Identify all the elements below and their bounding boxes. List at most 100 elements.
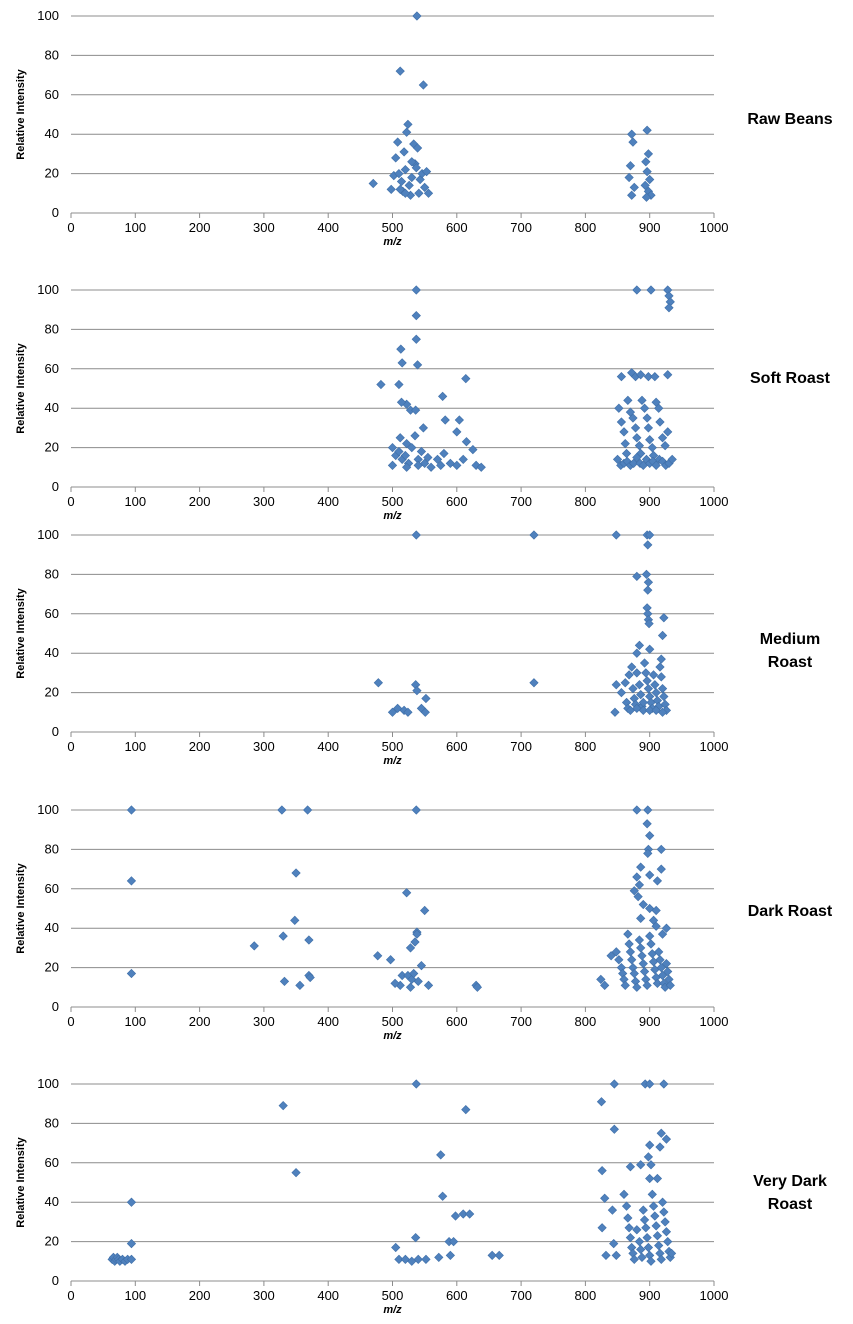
data-point	[394, 1254, 404, 1264]
data-point	[126, 805, 137, 815]
data-point	[458, 1209, 468, 1219]
x-tick-label: 700	[510, 1014, 532, 1029]
x-tick-label: 100	[124, 1014, 146, 1029]
y-tick-label: 80	[45, 1115, 59, 1130]
data-point	[627, 190, 637, 200]
data-point	[494, 1250, 504, 1261]
x-tick-label: 700	[510, 1288, 532, 1303]
data-point	[642, 980, 652, 990]
data-point	[632, 1225, 642, 1235]
x-tick-label: 300	[253, 1014, 275, 1029]
data-point	[646, 285, 656, 295]
data-point	[436, 1150, 446, 1160]
data-point	[249, 941, 259, 951]
data-point	[434, 1252, 444, 1262]
data-point	[656, 962, 666, 973]
y-tick-label: 0	[52, 724, 59, 739]
y-tick-label: 0	[52, 205, 59, 220]
data-point	[645, 705, 655, 715]
data-point	[126, 876, 137, 886]
data-point	[642, 167, 652, 177]
data-point	[394, 168, 404, 179]
chart-panel: 0 20 40 60 80 100 0 100 200 300 400 500 600 700 800 900…	[0, 274, 853, 530]
data-point	[638, 899, 648, 910]
data-point	[290, 915, 300, 925]
data-point	[647, 442, 657, 453]
data-point	[487, 1250, 497, 1261]
data-point	[600, 980, 610, 990]
data-point	[655, 955, 665, 965]
data-point	[664, 303, 674, 313]
data-point	[660, 1217, 670, 1227]
data-point	[385, 955, 396, 965]
chart-title-line: Medium	[759, 631, 821, 648]
data-point	[611, 530, 621, 540]
data-point	[472, 982, 483, 992]
x-tick-label: 300	[253, 494, 275, 509]
data-point	[400, 165, 410, 175]
data-point	[620, 678, 630, 688]
data-point	[623, 929, 633, 939]
data-point	[611, 947, 621, 957]
data-point	[654, 1240, 664, 1251]
data-point	[665, 980, 675, 990]
data-point	[426, 462, 436, 472]
data-point	[657, 684, 668, 694]
y-tick-label: 20	[45, 685, 59, 700]
x-tick-label: 1000	[700, 1014, 729, 1029]
data-point	[412, 11, 422, 21]
data-point	[458, 454, 468, 465]
data-point	[636, 913, 646, 923]
x-tick-label: 400	[317, 739, 339, 754]
data-point	[632, 668, 642, 678]
data-point	[305, 972, 315, 983]
data-point	[632, 571, 642, 581]
y-tick-label: 40	[45, 920, 59, 935]
data-point	[646, 190, 656, 200]
data-point	[414, 188, 424, 198]
x-axis-title: m/z	[383, 510, 402, 522]
y-axis-title: Relative Intensity	[15, 342, 27, 433]
chart-title: Dark Roast	[730, 900, 850, 923]
x-tick-label: 1000	[700, 739, 729, 754]
data-point	[412, 929, 422, 939]
x-tick-label: 800	[575, 1014, 597, 1029]
data-point	[407, 172, 417, 183]
data-point	[440, 415, 450, 425]
x-tick-label: 0	[67, 1014, 74, 1029]
data-point	[409, 968, 419, 979]
data-point	[616, 372, 627, 382]
data-point	[411, 163, 421, 173]
data-point	[644, 619, 654, 629]
y-tick-label: 20	[45, 960, 59, 975]
data-point	[652, 1173, 663, 1184]
data-point	[627, 955, 637, 965]
data-point	[650, 1211, 660, 1221]
x-tick-label: 400	[317, 494, 339, 509]
data-point	[454, 415, 464, 425]
data-point	[659, 613, 669, 623]
data-point	[643, 423, 654, 433]
x-tick-label: 100	[124, 739, 146, 754]
y-tick-label: 60	[45, 87, 59, 102]
data-point	[396, 397, 407, 407]
data-point	[421, 167, 432, 177]
data-point	[627, 129, 637, 139]
x-tick-label: 100	[124, 220, 146, 235]
data-point	[663, 427, 673, 437]
data-point	[629, 886, 639, 896]
data-point	[468, 444, 478, 455]
data-point	[654, 947, 664, 957]
data-point	[597, 1166, 607, 1176]
x-tick-label: 500	[382, 220, 404, 235]
data-point	[629, 182, 639, 193]
data-point	[614, 955, 624, 965]
data-point	[295, 980, 305, 990]
data-point	[645, 644, 655, 654]
data-point	[632, 452, 642, 463]
y-axis-title: Relative Intensity	[15, 862, 27, 953]
data-point	[628, 413, 638, 423]
data-point	[639, 1215, 650, 1225]
